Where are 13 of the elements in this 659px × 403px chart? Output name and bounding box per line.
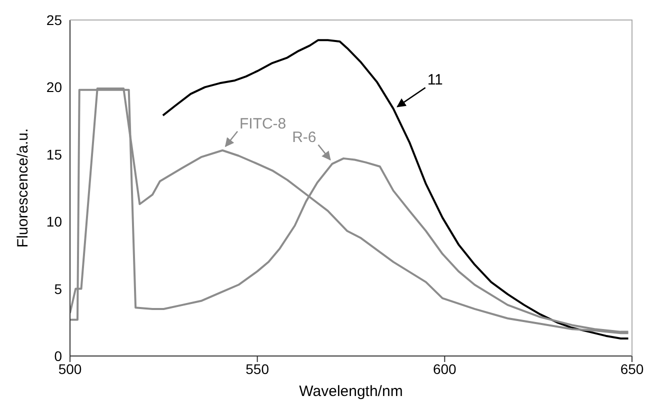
text: 11: [427, 72, 443, 89]
x-tick-label: 550: [246, 360, 270, 377]
y-axis-title: Fluorescence/a.u.: [14, 128, 32, 248]
y-tick-label: 10: [46, 214, 62, 230]
y-tick-label: 25: [46, 12, 62, 28]
x-tick-label: 600: [432, 360, 457, 377]
y-tick-label: 5: [54, 280, 62, 297]
series-label: FITC-8: [239, 115, 286, 132]
x-axis-title: Wavelength/nm: [299, 383, 403, 400]
series-label: R-6: [292, 128, 316, 146]
y-tick-label: 20: [46, 79, 62, 96]
y-tick-label: 15: [46, 146, 62, 162]
x-tick-label: 650: [620, 360, 644, 377]
